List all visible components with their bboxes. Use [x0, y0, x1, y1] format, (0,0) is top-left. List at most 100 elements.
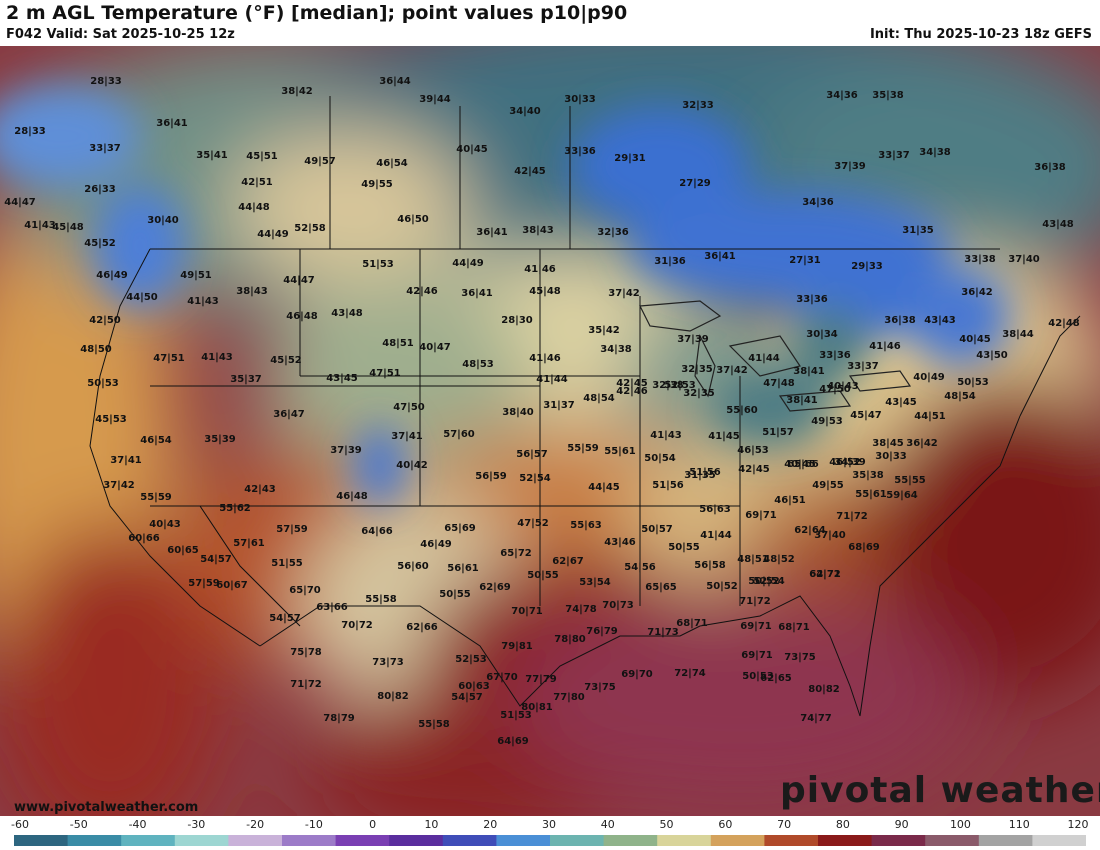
point-value: 63|66: [316, 602, 348, 613]
point-value: 45|48: [529, 286, 561, 297]
point-value: 42|48: [1048, 318, 1080, 329]
point-value: 71|72: [739, 596, 771, 607]
scale-segment: [657, 835, 712, 846]
point-value: 54|57: [269, 613, 301, 624]
point-value: 62|64: [794, 525, 826, 536]
point-value: 30|33: [875, 451, 907, 462]
point-value: 65|72: [500, 548, 532, 559]
point-value: 35|38: [852, 470, 884, 481]
point-value: 37|40: [814, 530, 846, 541]
point-value: 32|35: [681, 364, 713, 375]
point-value: 41|44: [536, 374, 568, 385]
point-value: 51|55: [271, 558, 303, 569]
point-value: 70|72: [341, 620, 373, 631]
point-value: 65|65: [645, 582, 677, 593]
point-value: 38|45: [872, 438, 904, 449]
point-value: 56|57: [516, 449, 548, 460]
point-value: 78|80: [554, 634, 586, 645]
temperature-map[interactable]: 28|33 38|42 36|44 39|44 34|40 30|33 32|33 34|36…: [0, 46, 1100, 816]
point-value: 33|36: [819, 350, 851, 361]
point-value: 34|36: [826, 90, 858, 101]
scale-tick-label: -30: [187, 818, 206, 831]
point-value: 55|59: [140, 492, 172, 503]
scale-segment: [282, 835, 337, 846]
point-value: 35|39: [204, 434, 236, 445]
point-value: 46|54: [376, 158, 408, 169]
point-value: 57|59: [188, 578, 220, 589]
scale-tick-label: 110: [1008, 818, 1030, 831]
point-value: 34|40: [509, 106, 541, 117]
scale-tick-label: 0: [369, 818, 377, 831]
point-value: 65|70: [289, 585, 321, 596]
scale-tick-label: -60: [11, 818, 29, 831]
scale-tick-label: 50: [659, 818, 674, 831]
point-value: 40|45: [784, 459, 816, 470]
point-value: 37|39: [834, 161, 866, 172]
point-value: 42|45: [514, 166, 546, 177]
point-value: 41|45: [708, 431, 740, 442]
point-value: 47|51: [153, 353, 185, 364]
point-value: 55|60: [726, 405, 758, 416]
point-value: 42|45: [738, 464, 770, 475]
point-value: 51|53: [362, 259, 394, 270]
point-value: 37|42: [716, 365, 748, 376]
point-value: 55|58: [418, 719, 450, 730]
scale-segment: [925, 835, 980, 846]
point-value: 45|48: [52, 222, 84, 233]
point-value: 70|71: [511, 606, 543, 617]
point-value: 69|71: [740, 621, 772, 632]
point-value: 68|71: [676, 618, 708, 629]
point-value: 43|48: [331, 308, 363, 319]
boundaries: [89, 96, 1081, 717]
point-value: 32|33: [682, 100, 714, 111]
point-value: 49|55: [361, 179, 393, 190]
point-value: 51|56: [652, 480, 684, 491]
point-value: 75|78: [290, 647, 322, 658]
point-value: 76|79: [586, 626, 618, 637]
scale-tick-label: 70: [777, 818, 792, 831]
point-value: 54|57: [451, 692, 483, 703]
point-value: 32|38: [652, 380, 684, 391]
point-value: 45|52: [84, 238, 116, 249]
scale-bar: [14, 835, 1086, 846]
scale-tick-label: 30: [542, 818, 556, 831]
point-value: 50|53: [742, 671, 774, 682]
point-value: 47|51: [369, 368, 401, 379]
point-value: 44|51: [914, 411, 946, 422]
point-value: 34|39: [834, 457, 866, 468]
scale-tick-label: 60: [718, 818, 733, 831]
point-value: 56|63: [699, 504, 731, 515]
point-value: 56|58: [694, 560, 726, 571]
scale-segment: [174, 835, 230, 846]
valid-time: F042 Valid: Sat 2025-10-25 12z: [6, 27, 235, 42]
point-value: 41|43: [201, 352, 233, 363]
point-value: 74|78: [565, 604, 597, 615]
point-value: 50|54: [644, 453, 676, 464]
point-value: 44|47: [283, 275, 315, 286]
point-value: 56|61: [447, 563, 479, 574]
scale-tick-label: 90: [894, 818, 909, 831]
point-value: 37|39: [677, 334, 709, 345]
point-value: 55|61: [855, 489, 887, 500]
point-value: 36|44: [379, 76, 411, 87]
point-value: 38|41: [793, 366, 825, 377]
scale-tick-label: 40: [600, 818, 615, 831]
scale-tick-label: -20: [246, 818, 265, 831]
point-value: 36|41: [476, 227, 508, 238]
point-value: 48|54: [944, 391, 976, 402]
point-value: 55|55: [894, 475, 926, 486]
point-value: 41|43: [650, 430, 682, 441]
point-value: 40|42: [396, 460, 428, 471]
point-value: 52|54: [519, 473, 551, 484]
point-value: 51|53: [500, 710, 532, 721]
point-value: 30|40: [147, 215, 179, 226]
point-value: 28|33: [90, 76, 122, 87]
point-value: 64|66: [361, 526, 393, 537]
point-value: 26|33: [84, 184, 116, 195]
point-value: 40|43: [827, 381, 859, 392]
point-value: 43|43: [924, 315, 956, 326]
point-value: 35|38: [872, 90, 904, 101]
point-value: 54|57: [200, 554, 232, 565]
point-value: 71|72: [836, 511, 868, 522]
point-value: 40|45: [959, 334, 991, 345]
